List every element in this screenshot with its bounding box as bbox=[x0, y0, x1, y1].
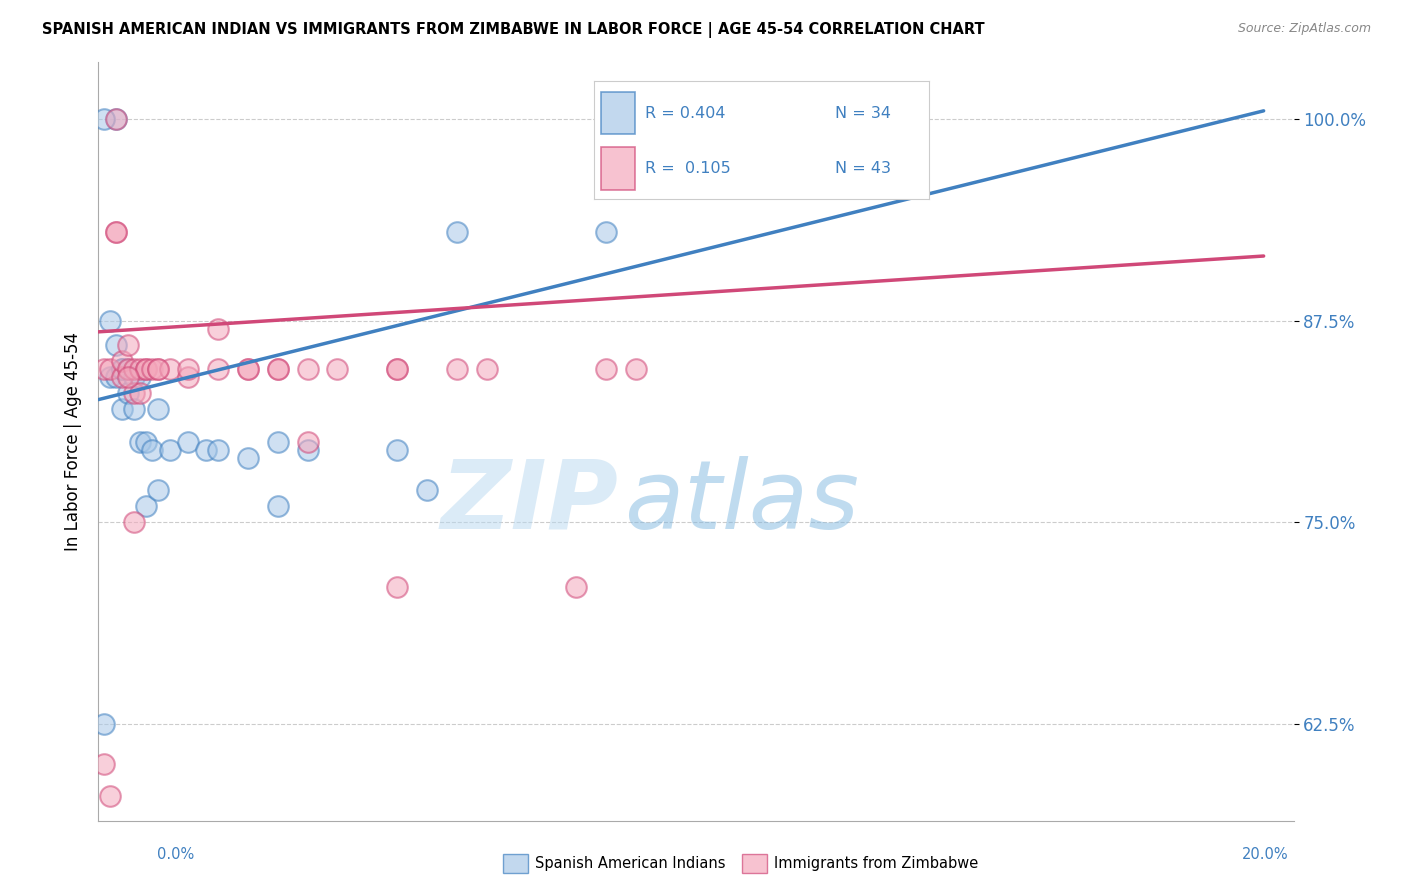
Point bbox=[148, 402, 170, 417]
Point bbox=[297, 362, 319, 376]
Point bbox=[297, 434, 319, 449]
Point bbox=[595, 225, 617, 239]
Point bbox=[595, 362, 617, 376]
Point bbox=[93, 757, 115, 772]
Text: Immigrants from Zimbabwe: Immigrants from Zimbabwe bbox=[773, 856, 979, 871]
Point bbox=[141, 362, 163, 376]
Point bbox=[236, 450, 259, 465]
Point bbox=[267, 362, 290, 376]
Point bbox=[135, 499, 157, 513]
Point bbox=[117, 386, 139, 401]
Point bbox=[385, 580, 409, 594]
Point bbox=[148, 362, 170, 376]
Text: SPANISH AMERICAN INDIAN VS IMMIGRANTS FROM ZIMBABWE IN LABOR FORCE | AGE 45-54 C: SPANISH AMERICAN INDIAN VS IMMIGRANTS FR… bbox=[42, 22, 984, 38]
Point bbox=[135, 434, 157, 449]
Point bbox=[111, 362, 134, 376]
Point bbox=[98, 362, 122, 376]
Point bbox=[124, 515, 146, 529]
Point bbox=[129, 434, 152, 449]
Text: ZIP: ZIP bbox=[440, 456, 619, 549]
Point bbox=[105, 370, 128, 384]
Point bbox=[129, 386, 152, 401]
Point bbox=[124, 386, 146, 401]
Point bbox=[865, 112, 887, 126]
Point bbox=[207, 442, 229, 457]
Point bbox=[177, 370, 200, 384]
Point bbox=[135, 362, 157, 376]
Point bbox=[98, 313, 122, 327]
Point bbox=[111, 402, 134, 417]
Point bbox=[446, 362, 468, 376]
Text: 0.0%: 0.0% bbox=[157, 847, 194, 862]
Point bbox=[297, 442, 319, 457]
Point bbox=[267, 362, 290, 376]
Point bbox=[135, 362, 157, 376]
Point bbox=[207, 362, 229, 376]
Point bbox=[117, 370, 139, 384]
Point bbox=[267, 499, 290, 513]
Point bbox=[93, 716, 115, 731]
Point bbox=[105, 337, 128, 351]
Text: 20.0%: 20.0% bbox=[1241, 847, 1289, 862]
Point bbox=[105, 112, 128, 126]
Point bbox=[93, 112, 115, 126]
Point bbox=[385, 362, 409, 376]
Point bbox=[385, 362, 409, 376]
Point bbox=[207, 321, 229, 335]
Point bbox=[565, 580, 588, 594]
Point bbox=[416, 483, 439, 497]
Point bbox=[117, 362, 139, 376]
Point bbox=[98, 370, 122, 384]
Point bbox=[159, 442, 181, 457]
Point bbox=[141, 442, 163, 457]
Point bbox=[117, 337, 139, 351]
Point bbox=[326, 362, 349, 376]
Point bbox=[385, 442, 409, 457]
Text: atlas: atlas bbox=[624, 456, 859, 549]
Point bbox=[111, 362, 134, 376]
Point bbox=[267, 434, 290, 449]
Point bbox=[129, 370, 152, 384]
Y-axis label: In Labor Force | Age 45-54: In Labor Force | Age 45-54 bbox=[63, 332, 82, 551]
Point bbox=[105, 225, 128, 239]
Point bbox=[446, 225, 468, 239]
Point bbox=[177, 434, 200, 449]
Point bbox=[195, 442, 218, 457]
Point bbox=[105, 225, 128, 239]
Point bbox=[129, 362, 152, 376]
Point bbox=[98, 789, 122, 804]
Point bbox=[124, 402, 146, 417]
Point bbox=[475, 362, 498, 376]
Text: Spanish American Indians: Spanish American Indians bbox=[534, 856, 725, 871]
Point bbox=[111, 370, 134, 384]
Point bbox=[865, 112, 887, 126]
Point bbox=[159, 362, 181, 376]
Point bbox=[124, 370, 146, 384]
Point bbox=[105, 112, 128, 126]
Point bbox=[236, 362, 259, 376]
Point bbox=[117, 362, 139, 376]
Point bbox=[124, 362, 146, 376]
Point bbox=[177, 362, 200, 376]
Point bbox=[626, 362, 648, 376]
Point bbox=[148, 362, 170, 376]
Point bbox=[148, 483, 170, 497]
Point bbox=[93, 362, 115, 376]
Text: Source: ZipAtlas.com: Source: ZipAtlas.com bbox=[1237, 22, 1371, 36]
Point bbox=[236, 362, 259, 376]
Point bbox=[111, 354, 134, 368]
